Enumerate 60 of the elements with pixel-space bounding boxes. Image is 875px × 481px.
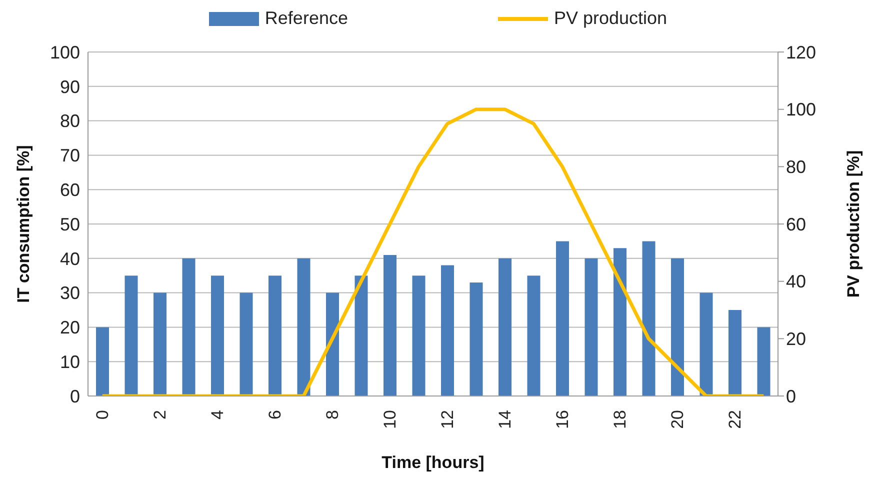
y-axis-title: IT consumption [%] bbox=[14, 145, 34, 303]
y-tick-label: 90 bbox=[60, 76, 80, 97]
x-tick-label: 2 bbox=[150, 410, 170, 420]
bar bbox=[498, 258, 512, 396]
y-tick-label: 10 bbox=[60, 352, 80, 372]
y-tick-label: 80 bbox=[60, 111, 80, 132]
x-tick-label: 14 bbox=[495, 410, 514, 429]
y-tick-label: 60 bbox=[60, 180, 80, 200]
bar bbox=[240, 292, 253, 396]
y2-tick-label: 20 bbox=[786, 329, 806, 350]
y-tick-label: 70 bbox=[60, 146, 80, 166]
y2-tick-label: 0 bbox=[786, 386, 796, 406]
legend-label: PV production bbox=[554, 8, 668, 29]
legend-label: Reference bbox=[264, 8, 348, 29]
y2-tick-label: 80 bbox=[786, 157, 806, 178]
bar bbox=[211, 276, 224, 396]
bar bbox=[326, 292, 339, 396]
bar bbox=[671, 258, 684, 396]
bar bbox=[527, 276, 540, 396]
y-tick-label: 100 bbox=[50, 42, 80, 62]
y-tick-label: 20 bbox=[60, 318, 80, 338]
x-tick-label: 8 bbox=[322, 410, 342, 420]
y-tick-label: 30 bbox=[60, 283, 80, 304]
x-tick-label: 6 bbox=[265, 410, 284, 420]
x-tick-label: 12 bbox=[438, 410, 457, 429]
y2-tick-label: 120 bbox=[786, 42, 816, 62]
y2-tick-label: 60 bbox=[786, 214, 806, 234]
bar bbox=[268, 276, 282, 396]
bar bbox=[182, 258, 196, 396]
x-tick-label: 10 bbox=[380, 410, 400, 429]
bar bbox=[642, 241, 656, 396]
y2-tick-label: 40 bbox=[786, 272, 806, 292]
y-tick-label: 0 bbox=[70, 386, 80, 406]
bar bbox=[154, 292, 166, 396]
bar bbox=[297, 258, 310, 396]
y2-tick-label: 100 bbox=[786, 100, 816, 120]
bar bbox=[354, 276, 368, 396]
x-tick-label: 0 bbox=[92, 410, 112, 420]
bar bbox=[728, 310, 742, 396]
bar bbox=[384, 254, 396, 396]
x-tick-label: 16 bbox=[552, 410, 572, 429]
y-tick-label: 40 bbox=[60, 248, 80, 269]
bar bbox=[412, 276, 426, 396]
bar bbox=[441, 265, 454, 396]
x-tick-label: 20 bbox=[668, 410, 687, 429]
x-tick-label: 4 bbox=[208, 410, 227, 420]
bar bbox=[470, 282, 483, 396]
bar bbox=[757, 327, 770, 396]
y2-axis-title: PV production [%] bbox=[844, 150, 864, 298]
y-tick-label: 50 bbox=[60, 214, 80, 234]
bar bbox=[614, 248, 626, 396]
bar bbox=[584, 258, 598, 396]
x-tick-label: 18 bbox=[610, 410, 630, 429]
line-series bbox=[100, 108, 766, 396]
bar bbox=[124, 276, 138, 396]
bar bbox=[556, 241, 569, 396]
bar bbox=[96, 327, 109, 396]
x-axis-title: Time [hours] bbox=[382, 453, 484, 472]
bar bbox=[700, 292, 713, 396]
x-tick-label: 22 bbox=[725, 410, 744, 429]
